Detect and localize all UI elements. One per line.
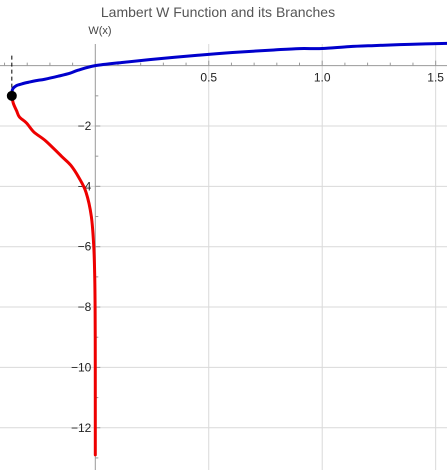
chart-title: Lambert W Function and its Branches bbox=[101, 4, 335, 20]
y-tick-label-3: −8 bbox=[78, 300, 92, 314]
series-layer bbox=[10, 41, 447, 457]
series-line-principal bbox=[10, 41, 447, 98]
grid bbox=[0, 44, 447, 470]
x-tick-label-0: 0.5 bbox=[200, 71, 217, 85]
y-axis-label: W(x) bbox=[88, 25, 111, 37]
y-tick-label-5: −12 bbox=[71, 421, 92, 435]
series-line-lower bbox=[10, 94, 97, 457]
x-tick-label-2: 1.5 bbox=[427, 71, 444, 85]
y-tick-label-4: −10 bbox=[71, 360, 92, 374]
ticks: 0.5 1.0 1.5−2−4−6−8−10−12 bbox=[4, 60, 444, 459]
y-tick-label-2: −6 bbox=[78, 240, 92, 254]
x-tick-label-1: 1.0 bbox=[314, 71, 331, 85]
axes bbox=[0, 44, 447, 470]
branch-point-marker bbox=[6, 90, 17, 101]
marks-layer bbox=[6, 55, 17, 101]
y-tick-label-0: −2 bbox=[78, 119, 92, 133]
